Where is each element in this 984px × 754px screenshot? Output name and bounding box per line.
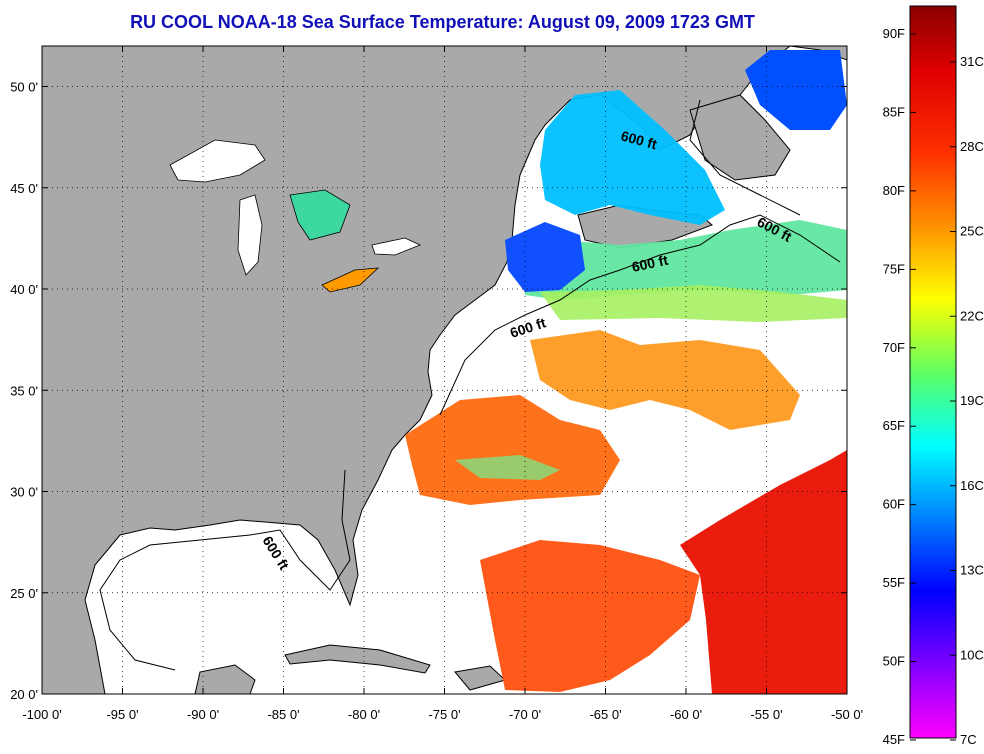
colorbar-c-label: 10C — [960, 647, 984, 662]
y-tick-label: 35 0' — [10, 383, 38, 398]
isobath-600ft — [99, 99, 841, 671]
latitude-ticks: 50 0' 45 0' 40 0' 35 0' 30 0' 25 0' 20 0' — [10, 80, 847, 702]
lake-erie — [321, 267, 380, 293]
colorbar-f-label: 50F — [883, 654, 905, 669]
x-tick-label: -85 0' — [267, 707, 299, 722]
cuba — [284, 644, 431, 674]
colorbar-c-label: 19C — [960, 393, 984, 408]
contour-label-3: 600 ft — [630, 252, 669, 275]
x-tick-label: -55 0' — [750, 707, 782, 722]
colorbar-c-label: 31C — [960, 54, 984, 69]
colorbar-c-label: 22C — [960, 308, 984, 323]
colorbar-f-label: 85F — [883, 104, 905, 119]
x-tick-label: -70 0' — [509, 707, 541, 722]
y-tick-label: 30 0' — [10, 485, 38, 500]
longitude-ticks: -100 0' -95 0' -90 0' -85 0' -80 0' -75 0' -70… — [22, 46, 863, 722]
colorbar-f-label: 80F — [883, 183, 905, 198]
colorbar-f-label: 90F — [883, 26, 905, 41]
lat-lon-grid — [42, 46, 847, 694]
colorbar-f-label: 60F — [883, 497, 905, 512]
sst-warm-mid — [530, 330, 800, 430]
colorbar-f-label: 70F — [883, 340, 905, 355]
lake-superior — [169, 139, 266, 183]
colorbar-c-label: 16C — [960, 478, 984, 493]
x-tick-label: -90 0' — [187, 707, 219, 722]
colorbar-f-label: 55F — [883, 575, 905, 590]
colorbar-fahrenheit-labels: 90F 85F 80F 75F 70F 65F 60F 55F 50F 45F — [883, 26, 916, 747]
x-tick-label: -100 0' — [22, 707, 61, 722]
x-tick-label: -60 0' — [670, 707, 702, 722]
colorbar — [909, 5, 957, 739]
yucatan — [194, 664, 256, 694]
colorbar-f-label: 65F — [883, 418, 905, 433]
lake-ontario — [371, 237, 422, 256]
x-tick-label: -80 0' — [348, 707, 380, 722]
lake-michigan — [237, 194, 263, 276]
sst-warm-south — [480, 540, 700, 692]
colorbar-celsius-labels: 31C 28C 25C 22C 19C 16C 13C 10C 7C — [950, 54, 984, 747]
sst-green-streak — [455, 455, 560, 480]
y-tick-label: 25 0' — [10, 586, 38, 601]
sst-cold-north — [540, 90, 725, 225]
colorbar-f-label: 45F — [883, 732, 905, 747]
sst-cold-labrador — [745, 50, 847, 130]
x-tick-label: -50 0' — [831, 707, 863, 722]
x-tick-label: -75 0' — [428, 707, 460, 722]
colorbar-c-label: 28C — [960, 139, 984, 154]
colorbar-c-label: 13C — [960, 563, 984, 578]
y-tick-label: 40 0' — [10, 282, 38, 297]
sst-green-south — [540, 285, 847, 322]
sst-coolgreen-band — [520, 220, 847, 300]
x-tick-label: -65 0' — [589, 707, 621, 722]
map-title: RU COOL NOAA-18 Sea Surface Temperature:… — [130, 12, 755, 32]
lake-huron — [289, 189, 351, 241]
y-tick-label: 50 0' — [10, 80, 38, 95]
colorbar-c-label: 7C — [960, 732, 977, 747]
colorbar-c-label: 25C — [960, 224, 984, 239]
sst-gulf-of-maine — [505, 222, 585, 292]
sst-warm-carolina — [405, 395, 620, 505]
colorbar-f-label: 75F — [883, 261, 905, 276]
x-tick-label: -95 0' — [106, 707, 138, 722]
sst-hot-east — [680, 450, 847, 694]
y-tick-label: 45 0' — [10, 181, 38, 196]
y-tick-label: 20 0' — [10, 687, 38, 702]
